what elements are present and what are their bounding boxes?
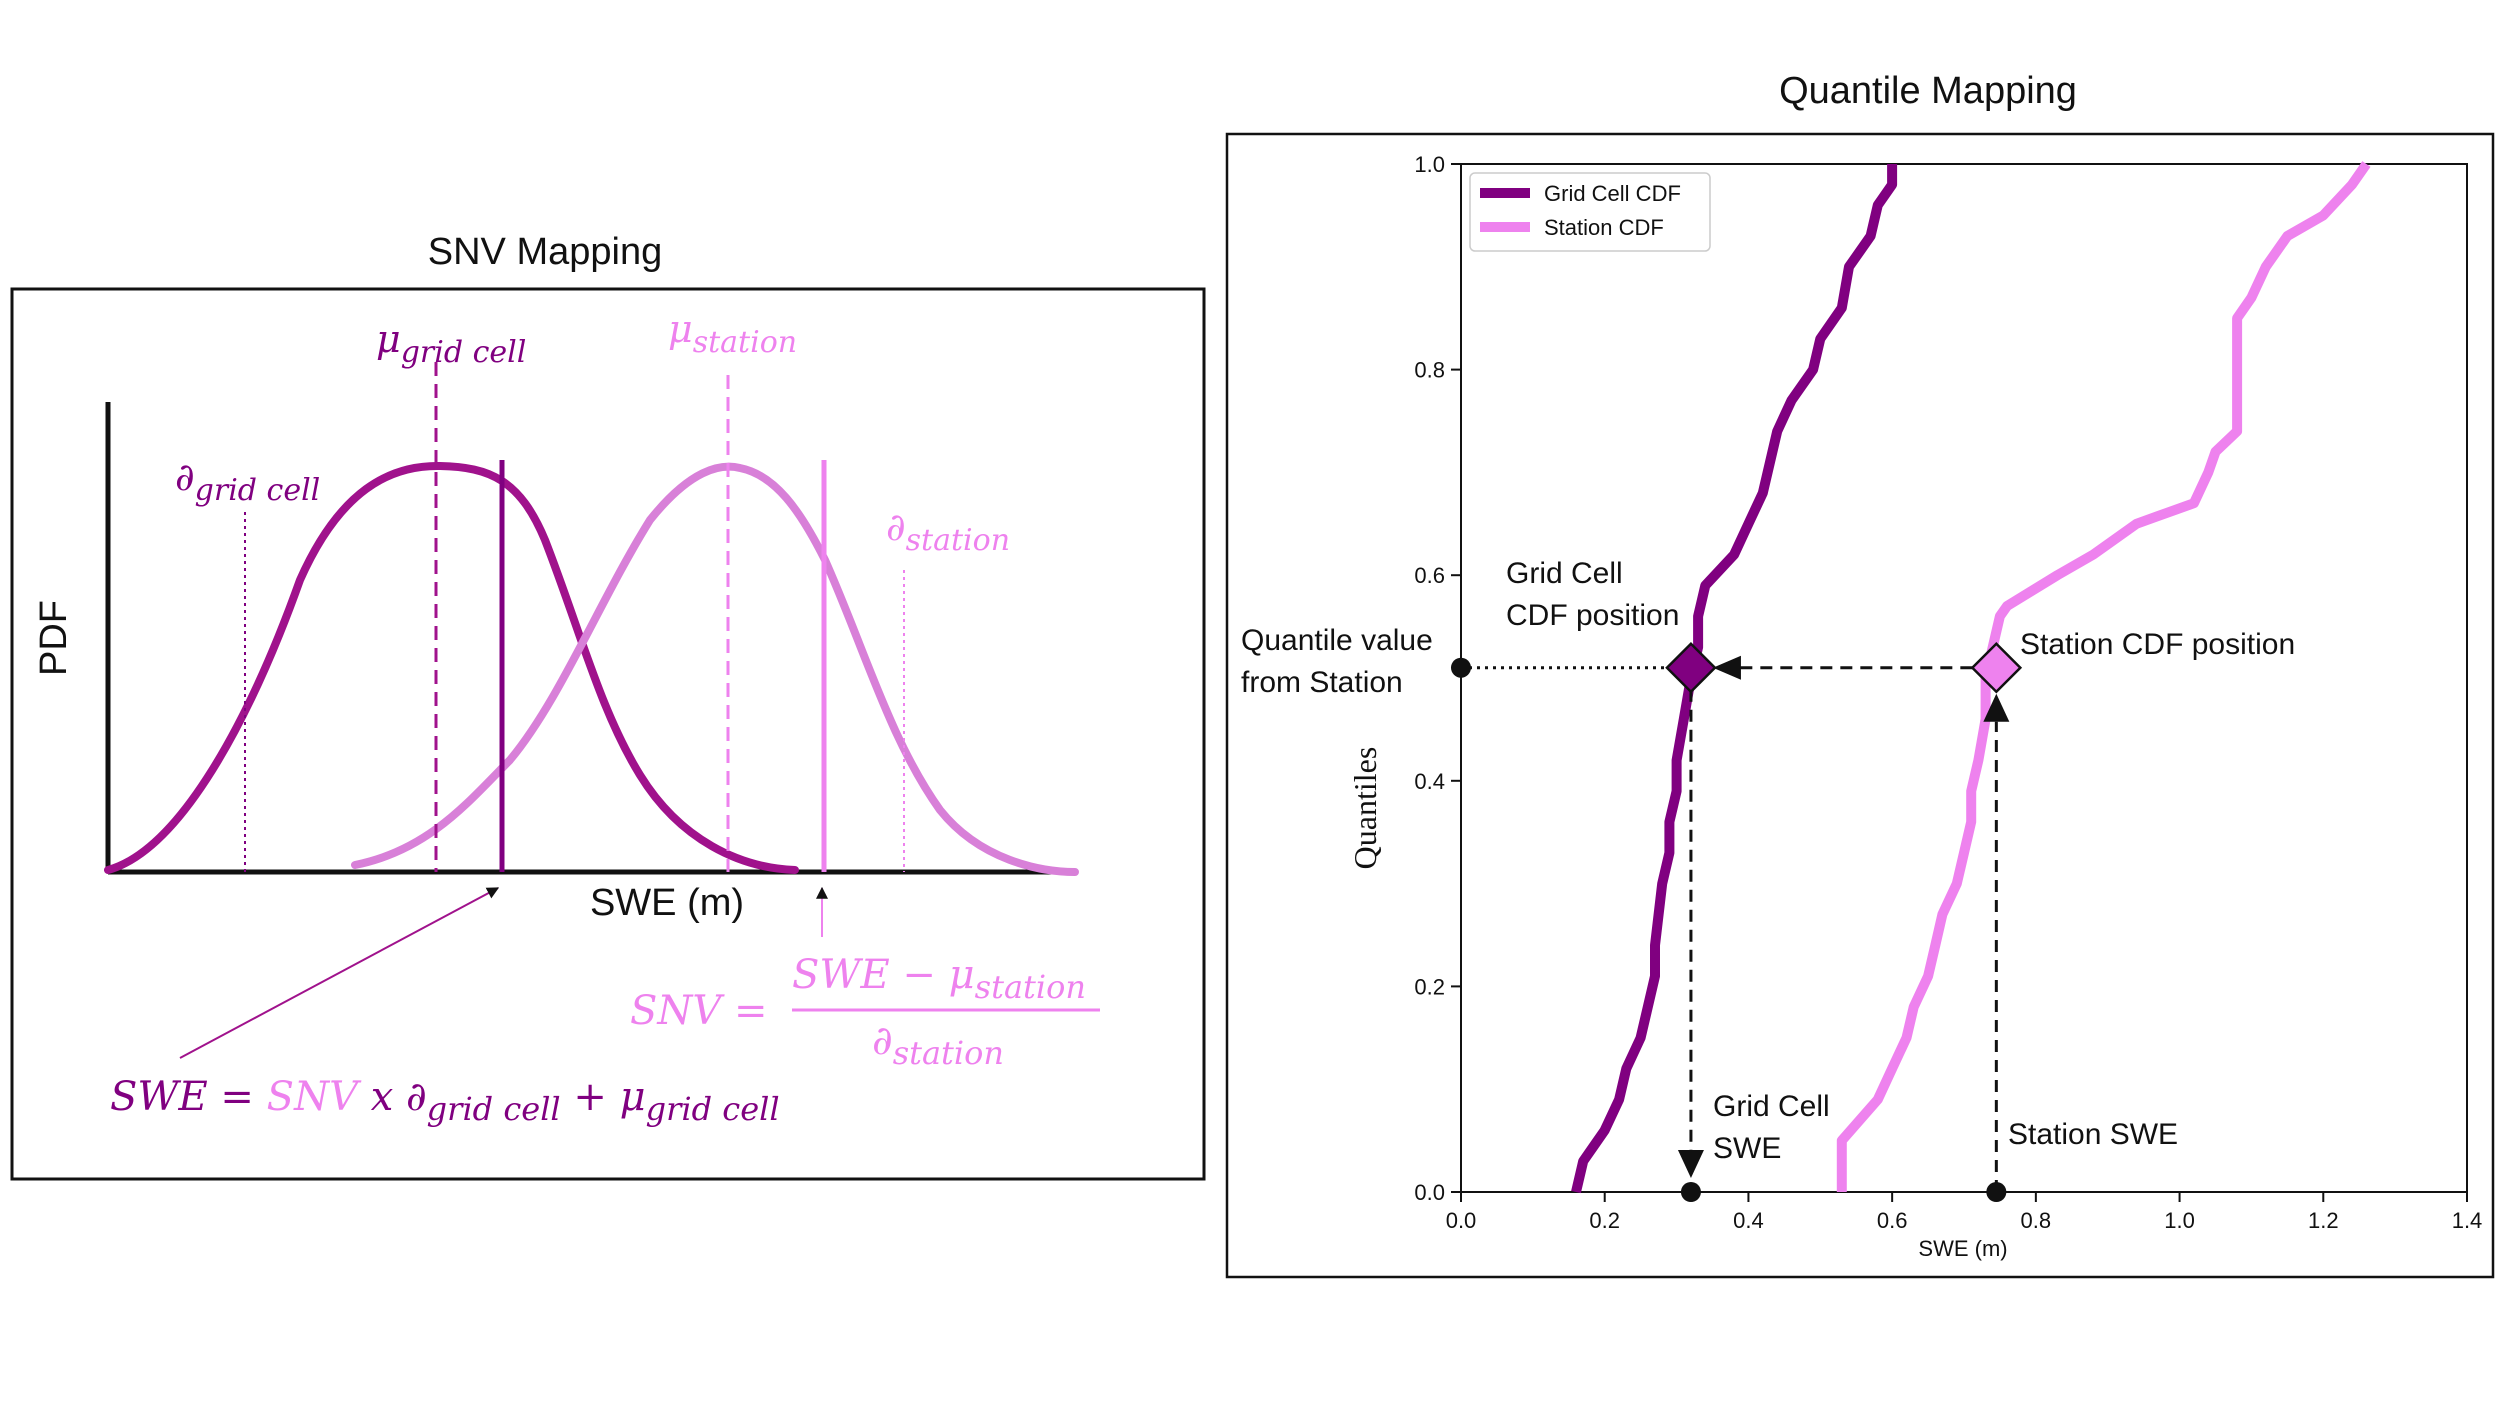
- legend-label-station: Station CDF: [1544, 215, 1664, 240]
- grid-cell-cdf-line: [1571, 164, 1898, 1194]
- qm-x-tick-label: 0.6: [1877, 1208, 1908, 1233]
- qm-x-tick-label: 0.0: [1446, 1208, 1477, 1233]
- grid-cdf-position-label: Grid Cell CDF position: [1506, 557, 1679, 632]
- qm-x-tick-label: 1.2: [2308, 1208, 2339, 1233]
- qm-panel-title: Quantile Mapping: [1779, 70, 2077, 112]
- qm-x-axis-label: SWE (m): [1918, 1236, 2007, 1261]
- snv-panel-frame: [10, 287, 1206, 1181]
- qm-y-tick-label: 0.2: [1414, 974, 1445, 999]
- qm-ticks: 0.0 0.2 0.4 0.6 0.8 1.0 1.2 1.4 0.0 0.2 0.4 0.6 0.8 1…: [1414, 152, 2482, 1233]
- station-swe-point: [1986, 1182, 2007, 1202]
- station-cdf-position-label: Station CDF position: [2020, 628, 2295, 661]
- qm-y-axis-label: Quantiles: [1347, 747, 1383, 870]
- qm-panel: Quantile Mapping 0.0 0.2 0.4 0.6 0.8 1.0 1.2 1.…: [1225, 70, 2495, 1279]
- snv-panel: SNV Mapping PDF SWE (m) μgrid cell μstat…: [10, 231, 1206, 1181]
- d-station-label: ∂station: [886, 505, 1010, 558]
- swe-formula-arrow: [179, 887, 500, 1059]
- qm-x-tick-label: 0.4: [1733, 1208, 1764, 1233]
- grid-swe-label: Grid Cell SWE: [1713, 1090, 1830, 1165]
- quantile-value-label: Quantile value from Station: [1241, 624, 1433, 699]
- qm-panel-frame: [1225, 132, 2495, 1279]
- mu-grid-cell-label: μgrid cell: [376, 317, 526, 370]
- legend-label-grid: Grid Cell CDF: [1544, 181, 1681, 206]
- qm-y-tick-label: 0.8: [1414, 358, 1445, 383]
- grid-swe-point: [1680, 1182, 1701, 1202]
- snv-y-axis-label: PDF: [33, 600, 75, 676]
- grid-cell-pdf-curve: [104, 461, 799, 874]
- snv-x-axis-label: SWE (m): [590, 882, 744, 924]
- qm-plot-area: [1460, 163, 2468, 1193]
- up-arrowhead: [1983, 693, 2010, 722]
- qm-x-tick-label: 0.8: [2021, 1208, 2052, 1233]
- station-swe-label: Station SWE: [2008, 1118, 2178, 1151]
- qm-x-tick-label: 1.4: [2452, 1208, 2483, 1233]
- swe-formula: SWE = SNV x ∂grid cell + μgrid cell: [110, 1074, 780, 1128]
- down-arrowhead: [1677, 1150, 1704, 1178]
- snv-panel-title: SNV Mapping: [428, 231, 662, 273]
- grid-cdf-position-diamond: [1665, 641, 1717, 694]
- qm-annotation-guides: [1451, 641, 2023, 1202]
- d-grid-cell-label: ∂grid cell: [175, 455, 320, 508]
- qm-x-tick-label: 0.2: [1589, 1208, 1620, 1233]
- snv-formula-denominator: ∂station: [872, 1018, 1004, 1072]
- qm-y-tick-label: 0.6: [1414, 563, 1445, 588]
- mu-station-label: μstation: [668, 307, 797, 360]
- qm-y-tick-label: 0.0: [1414, 1180, 1445, 1205]
- qm-legend: Grid Cell CDF Station CDF: [1469, 172, 1711, 252]
- quantile-value-point: [1451, 657, 1471, 678]
- qm-y-tick-label: 1.0: [1414, 152, 1445, 177]
- qm-x-tick-label: 1.0: [2164, 1208, 2195, 1233]
- station-pdf-curve: [351, 462, 1079, 876]
- snv-formula-numerator: SWE − μstation: [792, 952, 1086, 1006]
- station-cdf-position-diamond: [1970, 641, 2023, 694]
- station-cdf-line: [1836, 161, 2371, 1192]
- snv-formula-lhs: SNV =: [630, 988, 768, 1034]
- left-arrowhead: [1712, 655, 1741, 680]
- qm-y-tick-label: 0.4: [1414, 769, 1445, 794]
